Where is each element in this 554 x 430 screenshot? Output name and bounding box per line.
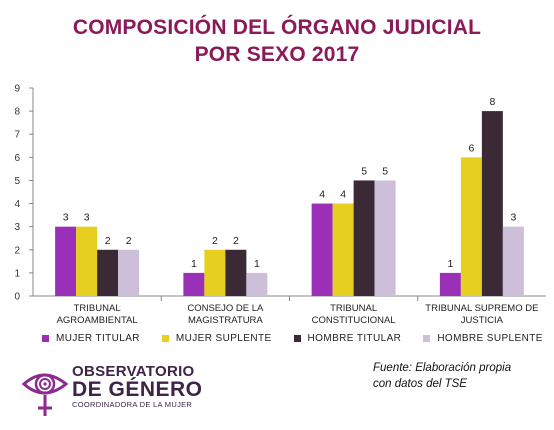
bar <box>76 226 98 296</box>
legend-swatch-hombre-titular <box>293 335 301 342</box>
bar-value-label: 1 <box>447 258 453 270</box>
legend-label-hombre-titular: HOMBRE TITULAR <box>307 333 402 344</box>
logo-text-coordinadora: COORDINADORA DE LA MUJER <box>72 400 193 409</box>
logo-text-observatorio: OBSERVATORIO <box>72 363 195 380</box>
bar-value-label: 2 <box>212 235 218 247</box>
bar <box>225 249 247 296</box>
x-category-label: CONSEJO DE LA <box>187 303 264 314</box>
y-tick-label: 2 <box>14 245 20 256</box>
logo-text-de-genero: DE GÉNERO <box>72 378 203 401</box>
y-tick-label: 6 <box>14 153 20 164</box>
y-tick-label: 1 <box>14 268 20 279</box>
bar <box>311 203 333 296</box>
source-note: Fuente: Elaboración propia con datos del… <box>373 360 511 392</box>
bar-value-label: 2 <box>126 235 132 247</box>
bar <box>118 249 140 296</box>
bar <box>439 272 461 296</box>
bar <box>55 226 77 296</box>
bar <box>374 180 396 296</box>
chart-legend: MUJER TITULAR MUJER SUPLENTE HOMBRE TITU… <box>42 333 543 344</box>
eye-venus-logo-icon <box>21 373 69 416</box>
bar-value-label: 5 <box>382 165 388 177</box>
bar-value-label: 2 <box>233 235 239 247</box>
chart-title-line1: COMPOSICIÓN DEL ÓRGANO JUDICIAL <box>72 16 482 39</box>
bar-value-label: 1 <box>191 258 197 270</box>
legend-item-mujer-titular: MUJER TITULAR <box>42 333 140 344</box>
bar-value-label: 3 <box>84 212 90 224</box>
y-tick-label: 9 <box>14 84 20 95</box>
bar <box>353 180 375 296</box>
bar-value-label: 3 <box>510 212 516 224</box>
legend-swatch-mujer-titular <box>42 335 49 342</box>
x-category-label: TRIBUNAL SUPREMO DE <box>425 303 538 314</box>
x-category-label: TRIBUNAL <box>330 303 377 314</box>
bar <box>460 157 482 296</box>
bar-value-label: 4 <box>340 189 346 201</box>
legend-item-hombre-suplente: HOMBRE SUPLENTE <box>423 333 542 344</box>
bar-value-label: 8 <box>489 96 495 108</box>
legend-item-mujer-suplente: MUJER SUPLENTE <box>161 333 272 344</box>
x-category-label: MAGISTRATURA <box>188 315 263 326</box>
bar <box>204 249 226 296</box>
legend-label-hombre-suplente: HOMBRE SUPLENTE <box>437 333 543 344</box>
bar-value-label: 6 <box>468 142 474 154</box>
x-category-label: AGROAMBIENTAL <box>57 315 138 326</box>
bar <box>502 226 524 296</box>
observatorio-logo: OBSERVATORIO DE GÉNERO COORDINADORA DE L… <box>20 362 210 422</box>
y-tick-label: 0 <box>14 292 20 303</box>
x-category-label: JUSTICIA <box>461 315 504 326</box>
bar-value-label: 5 <box>361 165 367 177</box>
x-category-label: CONSTITUCIONAL <box>312 315 396 326</box>
y-tick-label: 8 <box>14 107 20 118</box>
bar <box>97 249 119 296</box>
source-note-line2: con datos del TSE <box>373 378 467 390</box>
legend-swatch-mujer-suplente <box>161 335 169 342</box>
bar-value-label: 1 <box>254 258 260 270</box>
bar <box>183 272 205 296</box>
bar-value-label: 4 <box>319 189 325 201</box>
legend-label-mujer-titular: MUJER TITULAR <box>56 333 140 344</box>
bar <box>332 203 354 296</box>
legend-label-mujer-suplente: MUJER SUPLENTE <box>175 333 272 344</box>
bar-value-label: 2 <box>105 235 111 247</box>
y-tick-label: 5 <box>14 176 20 187</box>
y-tick-label: 7 <box>14 130 20 141</box>
legend-swatch-hombre-suplente <box>423 335 431 342</box>
bar-value-label: 3 <box>63 212 69 224</box>
y-tick-label: 4 <box>14 199 20 210</box>
chart-title: COMPOSICIÓN DEL ÓRGANO JUDICIAL POR SEXO… <box>0 14 554 68</box>
bar <box>481 111 503 296</box>
chart-title-line2: POR SEXO 2017 <box>194 43 360 66</box>
x-category-label: TRIBUNAL <box>74 303 121 314</box>
bar <box>246 272 268 296</box>
source-note-line1: Fuente: Elaboración propia <box>373 362 512 374</box>
legend-item-hombre-titular: HOMBRE TITULAR <box>293 333 402 344</box>
y-tick-label: 3 <box>14 222 20 233</box>
